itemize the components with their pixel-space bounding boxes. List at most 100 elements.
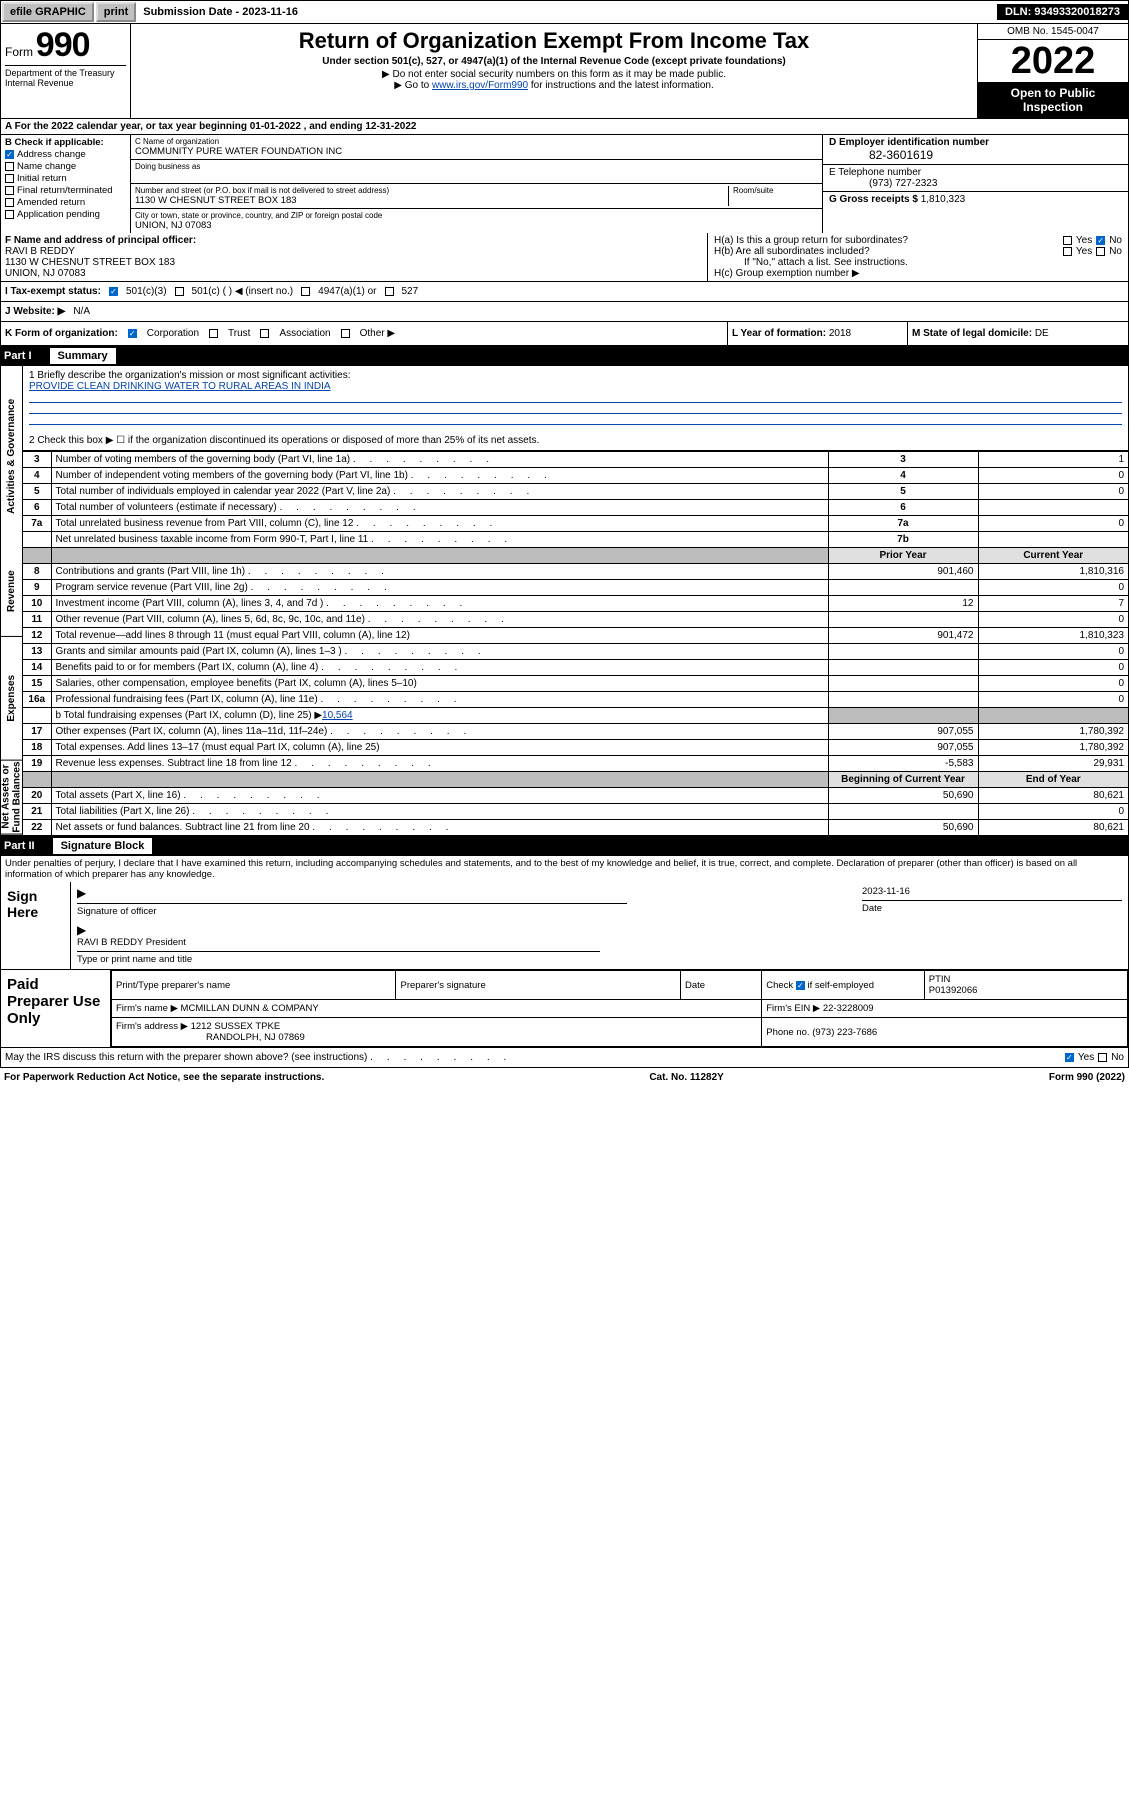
chk-ha-no[interactable]: ✓ [1096,236,1105,245]
r12-c: 1,810,323 [978,628,1128,644]
print-button[interactable]: print [96,2,136,22]
title-cell: Return of Organization Exempt From Incom… [131,24,978,118]
r11-n: 11 [23,612,51,628]
r10-c: 7 [978,596,1128,612]
chk-assoc[interactable] [260,329,269,338]
chk-discuss-yes[interactable]: ✓ [1065,1053,1074,1062]
r18-p: 907,055 [828,740,978,756]
ein: 82-3601619 [829,148,1122,162]
hdr-c-t [51,772,828,788]
r10-t: Investment income (Part VIII, column (A)… [51,596,828,612]
chk-501c[interactable] [175,287,184,296]
org-name: COMMUNITY PURE WATER FOUNDATION INC [135,146,818,157]
form-word: Form [5,45,33,59]
hb-label: H(b) Are all subordinates included? [714,246,870,257]
chk-address-change[interactable]: ✓ [5,150,14,159]
r4-t: Number of independent voting members of … [51,468,828,484]
l2-label: 2 Check this box ▶ ☐ if the organization… [29,435,1122,446]
chk-other[interactable] [341,329,350,338]
firm-ein: 22-3228009 [823,1003,874,1014]
chk-trust[interactable] [209,329,218,338]
m-label: M State of legal domicile: [912,328,1032,339]
r9-n: 9 [23,580,51,596]
paid-h4-post: if self-employed [807,980,874,991]
col-b: B Check if applicable: ✓Address change N… [1,135,131,233]
lbl-name-change: Name change [17,161,76,172]
discuss-no: No [1111,1052,1124,1063]
vtab-activities: Activities & Governance [1,366,22,546]
pra-notice: For Paperwork Reduction Act Notice, see … [4,1072,324,1083]
r14-p [828,660,978,676]
col-f: F Name and address of principal officer:… [1,233,708,281]
chk-amended[interactable] [5,198,14,207]
r5-t: Total number of individuals employed in … [51,484,828,500]
chk-discuss-no[interactable] [1098,1053,1107,1062]
r21-c: 0 [978,804,1128,820]
r16a-n: 16a [23,692,51,708]
paid-ptin: P01392066 [929,985,978,996]
chk-ha-yes[interactable] [1063,236,1072,245]
chk-corp[interactable]: ✓ [128,329,137,338]
omb-number: OMB No. 1545-0047 [978,24,1128,40]
chk-app-pending[interactable] [5,210,14,219]
r12-p: 901,472 [828,628,978,644]
r3-v: 1 [978,452,1128,468]
chk-self-employed[interactable]: ✓ [796,981,805,990]
lbl-527: 527 [402,286,419,297]
irs-link[interactable]: www.irs.gov/Form990 [432,80,528,91]
paid-ptin-cell: PTINP01392066 [924,971,1127,1000]
r3-ln: 3 [828,452,978,468]
website: N/A [73,306,90,317]
r4-n: 4 [23,468,51,484]
r10-n: 10 [23,596,51,612]
r6-ln: 6 [828,500,978,516]
r19-t: Revenue less expenses. Subtract line 18 … [51,756,828,772]
lbl-other: Other ▶ [360,328,395,339]
r17-c: 1,780,392 [978,724,1128,740]
ha-no: No [1109,235,1122,246]
topbar: efile GRAPHIC print Submission Date - 20… [0,0,1129,24]
k-label: K Form of organization: [5,328,118,339]
telephone: (973) 727-2323 [829,178,1122,189]
form-number-cell: Form 990 Department of the Treasury Inte… [1,24,131,118]
r4-v: 0 [978,468,1128,484]
r16a-p [828,692,978,708]
i-label: I Tax-exempt status: [5,286,101,297]
r8-t: Contributions and grants (Part VIII, lin… [51,564,828,580]
chk-501c3[interactable]: ✓ [109,287,118,296]
r22-t: Net assets or fund balances. Subtract li… [51,820,828,836]
firm-label: Firm's name ▶ [116,1003,178,1014]
r16b-pre: b Total fundraising expenses (Part IX, c… [56,710,323,721]
chk-4947[interactable] [301,287,310,296]
header-p2: ▶ Do not enter social security numbers o… [135,69,973,80]
chk-initial[interactable] [5,174,14,183]
mission-desc: PROVIDE CLEAN DRINKING WATER TO RURAL AR… [29,381,1122,392]
r11-t: Other revenue (Part VIII, column (A), li… [51,612,828,628]
sig-name: RAVI B REDDY President [77,937,1122,948]
submission-date: Submission Date - 2023-11-16 [137,4,304,20]
form-number: 990 [36,26,90,64]
r8-c: 1,810,316 [978,564,1128,580]
r7a-n: 7a [23,516,51,532]
ha-yes: Yes [1076,235,1092,246]
dba-label: Doing business as [135,162,818,171]
r18-n: 18 [23,740,51,756]
chk-final[interactable] [5,186,14,195]
r22-c: 80,621 [978,820,1128,836]
hdr-prior: Prior Year [828,548,978,564]
chk-name-change[interactable] [5,162,14,171]
r8-p: 901,460 [828,564,978,580]
r16b-p [828,708,978,724]
firm-addr1: 1212 SUSSEX TPKE [191,1021,281,1032]
city-state-zip: UNION, NJ 07083 [135,220,818,231]
header-p3: ▶ Go to www.irs.gov/Form990 for instruct… [135,80,973,91]
chk-hb-yes[interactable] [1063,247,1072,256]
part2-label: Part II [4,840,35,852]
r10-p: 12 [828,596,978,612]
chk-hb-no[interactable] [1096,247,1105,256]
r9-p [828,580,978,596]
chk-527[interactable] [385,287,394,296]
hdr-b-n [23,548,51,564]
efile-label: efile GRAPHIC [2,2,94,22]
r12-n: 12 [23,628,51,644]
